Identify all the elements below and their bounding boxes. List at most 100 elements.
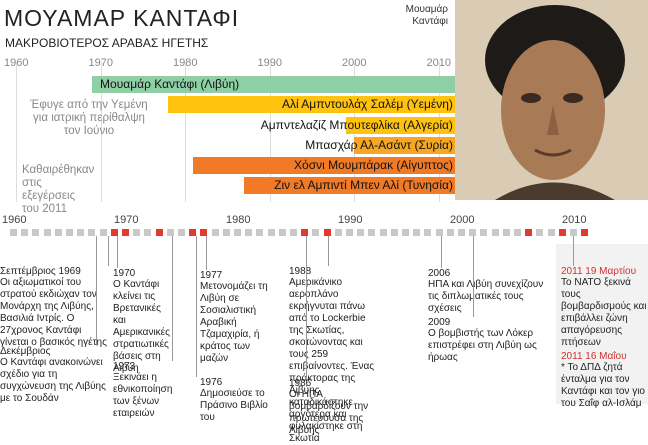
event-year: Σεπτέμβριος 1969 [0,266,81,277]
timeline-tick [43,229,51,236]
timeline-tick [267,229,275,236]
timeline-tick [178,229,185,236]
event-connector [206,236,207,270]
timeline-tick [446,229,454,236]
event-year: 1977 [200,270,223,281]
event-year: 1970 [113,268,136,279]
timeline-tick [525,229,533,236]
event-connector [117,236,118,268]
gantt-note: Καθαιρέθηκαν στις εξεγέρσεις του 2011 [22,164,95,215]
timeline-tick [54,229,62,236]
event-connector [473,236,474,317]
timeline-tick [290,229,297,236]
event-text: Ο βομβιστής των Λόκερ επιστρέφει στη Λιβ… [428,328,537,363]
timeline-event: 1986 Οι ΗΠΑ βομβαρδίζουν την πρωτεύουσα τ… [289,378,379,437]
event-connector [172,236,173,361]
timeline-year: 2010 [562,214,587,226]
event-connector [108,236,109,266]
timeline-tick [301,229,309,236]
timeline-tick [32,229,40,236]
timeline-tick [469,229,477,236]
event-text: ΗΠΑ και Λιβύη συνεχίζουν τις διπλωματικέ… [428,279,544,314]
gantt-bar: Μουαμάρ Καντάφι (Λιβύη) [92,76,461,93]
event-year: 2009 [428,317,451,328]
timeline-tick [66,229,73,236]
timeline-tick [133,229,141,236]
timeline-year: 1980 [226,214,251,226]
timeline-tick [424,229,432,236]
gantt-note: Έφυγε από την Υεμένη για ιατρική περίθαλ… [30,99,148,137]
timeline-tick [570,229,577,236]
event-year: 2006 [428,268,451,279]
gantt-gridline [269,62,271,202]
timeline-tick [581,229,589,236]
timeline-year: 2000 [450,214,475,226]
event-connector [573,236,574,266]
event-connector [306,236,307,378]
timeline-event: 2006 ΗΠΑ και Λιβύη συνεχίζουν τις διπλωμα… [428,268,544,315]
event-text: Οι αξιωματικοί του στρατού εκδιώχαν τον … [0,277,107,348]
timeline-event: 1977 Μετονομάζει τη Λιβύη σε Σοσιαλιστική… [200,270,280,365]
timeline-event: 1970 Ο Καντάφι κλείνει τις Βρετανικές και… [113,268,171,375]
event-year: 1973 [113,361,136,372]
timeline-tick [413,229,421,236]
event-year: Δεκέμβριος [0,346,51,357]
timeline-tick [166,229,174,236]
gantt-gridline [185,62,186,202]
event-year: 2011 16 Μαΐου [561,351,627,362]
gantt-bar-label: Αλί Αμπντουλάχ Σαλέμ (Υεμένη) [281,97,453,111]
event-year: 2011 19 Μαρτίου [561,266,637,277]
gantt-bar: Αλί Αμπντουλάχ Σαλέμ (Υεμένη) [168,96,461,113]
timeline-tick [144,229,152,236]
timeline-event: Δεκέμβριος Ο Καντάφι ανακοινώνει σχέδιο γ… [0,346,108,405]
timeline-tick [110,229,118,236]
event-year: 1986 [289,378,312,389]
timeline-tick [21,229,29,236]
timeline-event: Σεπτέμβριος 1969 Οι αξιωματικοί του στρατ… [0,266,108,349]
event-text: Ο Καντάφι ανακοινώνει σχέδιο για τη συγχ… [0,357,106,404]
timeline-tick [312,229,320,236]
timeline-tick [200,229,208,236]
page-subtitle: ΜΑΚΡΟΒΙΟΤΕΡΟΣ ΑΡΑΒΑΣ ΗΓΕΤΗΣ [5,36,209,50]
timeline-tick [155,229,163,236]
timeline-tick [222,229,230,236]
timeline-tick [379,229,387,236]
timeline-tick [368,229,376,236]
timeline-tick [278,229,286,236]
timeline-event: 1976 Δημοσιεύσε το Πράσινο Βιβλίο του [200,377,280,424]
gantt-bar-label: Μουαμάρ Καντάφι (Λιβύη) [100,77,240,91]
timeline-tick [402,229,409,236]
timeline-tick [536,229,544,236]
timeline-event: 2011 16 Μαΐου * Το ΔΠΔ ζητά ένταλμα για τ… [561,351,648,410]
timeline-event: 2011 19 Μαρτίου Το ΝΑΤΟ ξεκινά τους βομβα… [561,266,648,349]
timeline-tick [234,229,241,236]
timeline-tick [323,229,331,236]
gantt-bar-label: Αμπντελαζίζ Μπουτεφλίκα (Αλγερία) [260,118,453,132]
event-connector [196,236,197,377]
gantt-gridline [100,62,102,202]
timeline-tick [458,229,465,236]
event-text: Το ΝΑΤΟ ξεκινά τους βομβαρδισμούς και επ… [561,277,647,348]
timeline-tick [256,229,264,236]
timeline-tick [245,229,253,236]
timeline-event: 2009 Ο βομβιστής των Λόκερ επιστρέφει στη… [428,317,554,364]
event-connector [328,236,329,266]
event-text: Οι ΗΠΑ βομβαρδίζουν την πρωτεύουσα της Λ… [289,389,369,436]
gantt-bar: Αμπντελαζίζ Μπουτεφλίκα (Αλγερία) [261,117,461,134]
timeline-tick [346,229,353,236]
photo-caption: Μουαμάρ Καντάφι [405,4,448,27]
highlight-panel-2011 [556,244,648,404]
event-text: Ξεκινάει η εθνικοποίηση των ξένων εταιρε… [113,372,173,419]
timeline-tick [502,229,510,236]
portrait-photo [455,0,648,200]
gantt-gridline [16,62,17,202]
timeline-tick [189,229,197,236]
timeline-tick [10,229,17,236]
timeline-tick [357,229,365,236]
timeline-tick [435,229,443,236]
event-year: 1988 [289,266,312,277]
timeline-tick [558,229,566,236]
gantt-bar-label: Χόσνι Μουμπάρακ (Αίγυπτος) [294,158,453,172]
event-year: 1976 [200,377,223,388]
timeline-tick [99,229,107,236]
